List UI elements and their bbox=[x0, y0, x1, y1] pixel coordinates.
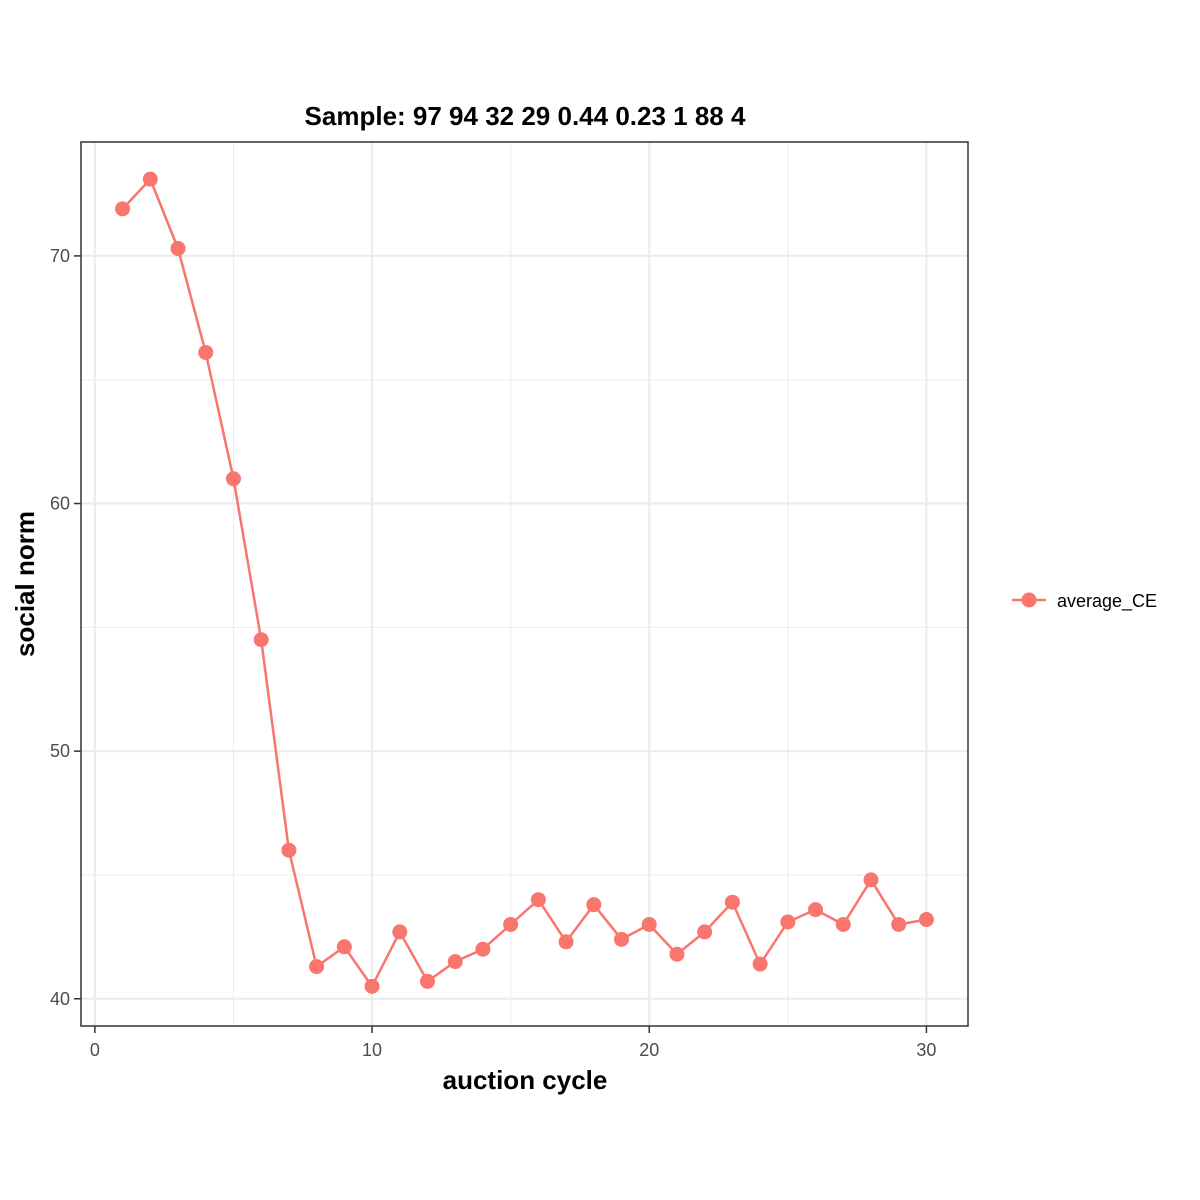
data-point bbox=[142, 171, 158, 187]
data-point bbox=[253, 632, 269, 648]
legend-key-point bbox=[1021, 592, 1037, 608]
y-tick-label: 50 bbox=[50, 741, 70, 761]
data-point bbox=[475, 941, 491, 957]
data-point bbox=[641, 916, 657, 932]
data-point bbox=[669, 946, 685, 962]
data-point bbox=[891, 916, 907, 932]
data-point bbox=[447, 954, 463, 970]
data-point bbox=[918, 912, 934, 928]
data-point bbox=[198, 344, 214, 360]
x-tick-label: 30 bbox=[916, 1040, 936, 1060]
data-point bbox=[530, 892, 546, 908]
grid bbox=[81, 142, 968, 1026]
data-point bbox=[225, 471, 241, 487]
data-point bbox=[364, 978, 380, 994]
data-point bbox=[281, 842, 297, 858]
plot-border bbox=[80, 141, 969, 1027]
y-tick-label: 60 bbox=[50, 494, 70, 514]
data-point bbox=[419, 973, 435, 989]
data-point bbox=[863, 872, 879, 888]
data-point bbox=[170, 240, 186, 256]
data-point bbox=[808, 902, 824, 918]
x-tick-label: 0 bbox=[90, 1040, 100, 1060]
legend: average_CE bbox=[1012, 591, 1157, 612]
plot-background bbox=[81, 142, 968, 1026]
data-point bbox=[835, 916, 851, 932]
x-axis-title: auction cycle bbox=[443, 1065, 608, 1095]
x-tick-label: 10 bbox=[362, 1040, 382, 1060]
data-point bbox=[115, 201, 131, 217]
data-point bbox=[586, 897, 602, 913]
data-point bbox=[752, 956, 768, 972]
data-point bbox=[503, 916, 519, 932]
data-point bbox=[392, 924, 408, 940]
legend-label: average_CE bbox=[1057, 591, 1157, 612]
data-point bbox=[697, 924, 713, 940]
data-point bbox=[558, 934, 574, 950]
x-tick-label: 20 bbox=[639, 1040, 659, 1060]
x-axis: 0 10 20 30 bbox=[90, 1026, 936, 1060]
y-axis-title: social norm bbox=[10, 511, 40, 657]
y-axis: 40 50 60 70 bbox=[50, 246, 81, 1009]
data-point bbox=[309, 959, 325, 975]
y-tick-label: 40 bbox=[50, 989, 70, 1009]
data-point bbox=[614, 931, 630, 947]
series-layer bbox=[115, 171, 934, 994]
y-tick-label: 70 bbox=[50, 246, 70, 266]
data-point bbox=[336, 939, 352, 955]
data-point bbox=[724, 894, 740, 910]
chart-title: Sample: 97 94 32 29 0.44 0.23 1 88 4 bbox=[305, 101, 746, 131]
data-point bbox=[780, 914, 796, 930]
